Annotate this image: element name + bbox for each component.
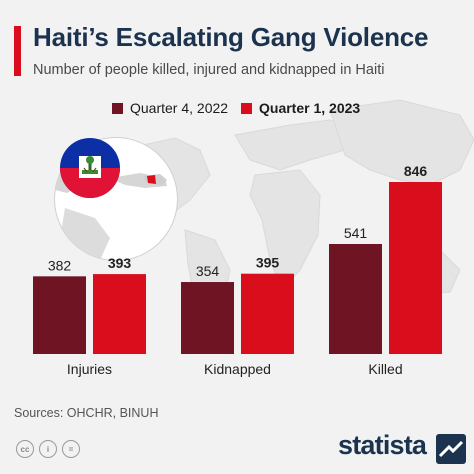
bar-killed-q4-2022 <box>329 244 382 354</box>
legend-label: Quarter 4, 2022 <box>130 100 229 116</box>
legend-swatch <box>112 102 123 114</box>
bar-injuries-q4-2022 <box>33 276 86 354</box>
cc-icon[interactable]: cc <box>16 440 34 458</box>
bar-kidnapped-q1-2023 <box>241 273 294 354</box>
legend-label: Quarter 1, 2023 <box>259 100 361 116</box>
data-label: 382 <box>48 257 72 273</box>
chart-subtitle: Number of people killed, injured and kid… <box>33 62 385 78</box>
attribution-icon[interactable]: i <box>39 440 57 458</box>
bar-injuries-q1-2023 <box>93 274 146 354</box>
sources-note: Sources: OHCHR, BINUH <box>14 406 159 420</box>
legend-swatch <box>241 102 252 114</box>
title-accent-bar <box>14 26 21 76</box>
legend-item-q1-2023: Quarter 1, 2023 <box>241 100 360 116</box>
statista-logo-icon <box>436 434 466 464</box>
legend-item-q4-2022: Quarter 4, 2022 <box>112 100 228 116</box>
no-derivatives-icon[interactable]: = <box>62 440 80 458</box>
chart-title: Haiti’s Escalating Gang Violence <box>33 22 429 52</box>
haiti-flag-icon <box>60 138 120 198</box>
category-label: Kidnapped <box>204 361 271 377</box>
data-label: 541 <box>344 225 368 241</box>
bar-killed-q1-2023 <box>389 182 442 354</box>
category-label: Killed <box>368 361 402 377</box>
chart-legend: Quarter 4, 2022 Quarter 1, 2023 <box>0 100 474 120</box>
license-icons: cc i = <box>16 440 80 458</box>
data-label: 846 <box>404 163 428 179</box>
data-label: 354 <box>196 263 220 279</box>
category-label: Injuries <box>67 361 112 377</box>
statista-logo[interactable]: statista <box>338 430 427 460</box>
bar-kidnapped-q4-2022 <box>181 282 234 354</box>
data-label: 395 <box>256 255 280 271</box>
data-label: 393 <box>108 255 132 271</box>
